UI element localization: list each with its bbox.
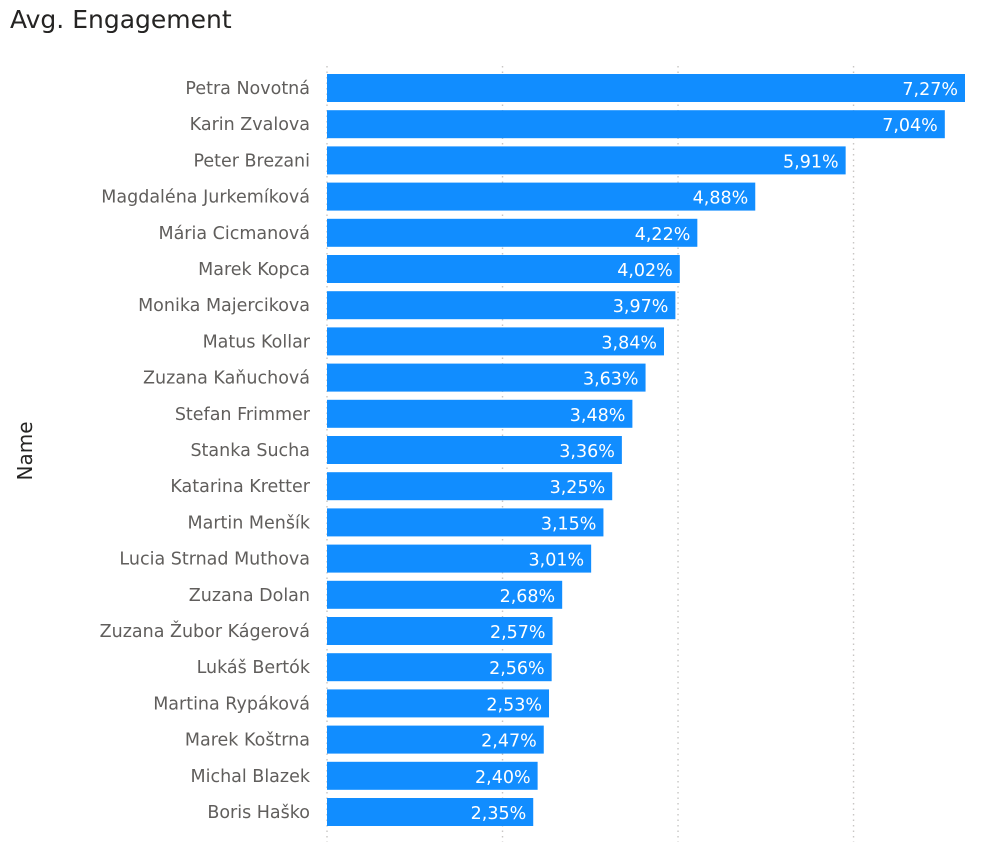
category-label: Stefan Frimmer <box>175 405 311 425</box>
y-axis-title: Name <box>13 421 37 480</box>
bar[interactable] <box>327 617 553 645</box>
category-label: Zuzana Žubor Kágerová <box>100 620 310 642</box>
data-label: 2,40% <box>475 768 531 788</box>
data-label: 4,88% <box>693 189 749 209</box>
bar[interactable] <box>327 508 604 537</box>
data-label: 3,84% <box>601 333 657 353</box>
bar[interactable] <box>327 291 676 320</box>
data-label: 3,15% <box>541 514 597 534</box>
chart-title: Avg. Engagement <box>10 5 232 34</box>
data-label: 3,97% <box>613 297 669 317</box>
category-label: Karin Zvalova <box>190 115 310 135</box>
data-label: 4,02% <box>617 261 673 281</box>
data-label: 2,53% <box>486 695 542 715</box>
data-label: 3,48% <box>570 406 626 426</box>
bar[interactable] <box>327 544 592 573</box>
bar[interactable] <box>327 725 544 754</box>
category-label: Boris Haško <box>207 803 310 823</box>
category-labels: Petra Novotná Karin Zvalova Peter Brezani M… <box>100 79 311 823</box>
category-label: Zuzana Kaňuchová <box>143 369 310 389</box>
category-label: Magdaléna Jurkemíková <box>101 188 310 208</box>
bar[interactable] <box>327 327 664 356</box>
data-label: 7,27% <box>902 80 958 100</box>
bar[interactable] <box>327 110 945 139</box>
data-label: 3,63% <box>583 370 639 390</box>
category-label: Peter Brezani <box>193 151 310 171</box>
category-label: Zuzana Dolan <box>189 586 310 606</box>
data-labels: 7,27% 7,04% 5,91% 4,88%4,22% 4,02% 3,97% 3,84%… <box>471 80 958 824</box>
data-label: 2,47% <box>481 732 537 752</box>
category-label: Katarina Kretter <box>170 477 310 497</box>
data-label: 2,56% <box>489 659 545 679</box>
category-label: Petra Novotná <box>185 79 310 99</box>
data-label: 2,57% <box>490 623 546 643</box>
category-label: Mária Cicmanová <box>158 224 310 244</box>
bar[interactable] <box>327 74 965 102</box>
category-label: Martin Menšík <box>188 513 311 533</box>
data-label: 5,91% <box>783 152 839 172</box>
data-label: 3,36% <box>559 442 615 462</box>
data-label: 3,25% <box>550 478 606 498</box>
bar[interactable] <box>327 580 563 609</box>
category-label: Monika Majercikova <box>138 296 310 316</box>
bar[interactable] <box>327 218 698 247</box>
category-label: Stanka Sucha <box>190 441 310 461</box>
category-label: Martina Rypáková <box>153 694 310 714</box>
data-label: 2,35% <box>471 804 527 824</box>
bar[interactable] <box>327 653 552 682</box>
bars <box>327 74 965 826</box>
bar[interactable] <box>327 182 756 211</box>
category-label: Lucia Strnad Muthova <box>119 550 310 570</box>
bar[interactable] <box>327 255 680 283</box>
bar[interactable] <box>327 761 538 790</box>
category-label: Matus Kollar <box>203 332 311 352</box>
bar[interactable] <box>327 363 646 392</box>
category-label: Marek Koštrna <box>185 731 310 751</box>
data-label: 2,68% <box>500 587 556 607</box>
data-label: 7,04% <box>882 116 938 136</box>
bar[interactable] <box>327 689 550 718</box>
category-label: Marek Kopca <box>198 260 310 280</box>
category-label: Michal Blazek <box>190 767 310 787</box>
data-label: 3,01% <box>529 551 585 571</box>
bar[interactable] <box>327 146 846 175</box>
bar[interactable] <box>327 436 622 464</box>
bar[interactable] <box>327 798 534 826</box>
data-label: 4,22% <box>635 225 691 245</box>
bar[interactable] <box>327 472 613 501</box>
bar[interactable] <box>327 399 633 428</box>
category-label: Lukáš Bertók <box>197 658 311 678</box>
